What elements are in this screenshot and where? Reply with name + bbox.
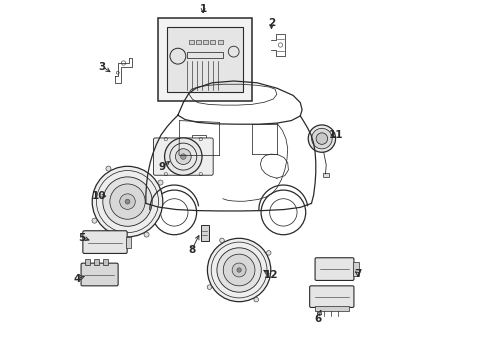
Circle shape	[144, 232, 149, 237]
Bar	[196, 40, 201, 45]
Circle shape	[232, 263, 245, 277]
FancyBboxPatch shape	[314, 258, 353, 280]
Text: 6: 6	[314, 314, 321, 324]
Circle shape	[175, 149, 191, 165]
Text: 4: 4	[73, 274, 81, 284]
Bar	[200, 225, 208, 241]
Bar	[103, 259, 108, 265]
Text: 10: 10	[91, 191, 106, 201]
Bar	[186, 51, 223, 58]
Bar	[352, 262, 358, 276]
Circle shape	[223, 254, 254, 286]
Circle shape	[253, 297, 258, 302]
Circle shape	[180, 154, 186, 159]
Circle shape	[110, 184, 145, 219]
Circle shape	[207, 238, 270, 302]
Circle shape	[236, 268, 241, 272]
Text: 11: 11	[328, 130, 343, 140]
Circle shape	[207, 285, 211, 289]
Bar	[203, 40, 208, 45]
Bar	[314, 306, 348, 311]
Bar	[192, 135, 205, 140]
Circle shape	[316, 133, 327, 144]
FancyBboxPatch shape	[81, 263, 118, 286]
Text: 7: 7	[353, 269, 361, 279]
Circle shape	[217, 248, 261, 292]
Circle shape	[125, 199, 130, 204]
Circle shape	[92, 218, 97, 223]
Text: 8: 8	[187, 245, 195, 255]
FancyBboxPatch shape	[82, 231, 127, 253]
Text: 1: 1	[199, 4, 206, 14]
Circle shape	[120, 194, 135, 210]
Circle shape	[106, 166, 111, 171]
Circle shape	[92, 166, 163, 237]
Bar	[94, 259, 99, 265]
Circle shape	[307, 125, 335, 152]
Text: 3: 3	[99, 62, 106, 72]
Bar	[125, 237, 131, 248]
Bar	[210, 40, 215, 45]
FancyBboxPatch shape	[153, 138, 213, 175]
Circle shape	[164, 138, 202, 175]
Bar	[322, 173, 328, 177]
Bar	[188, 40, 193, 45]
Bar	[85, 259, 90, 265]
Circle shape	[311, 129, 331, 149]
Bar	[217, 40, 222, 45]
FancyBboxPatch shape	[309, 286, 353, 307]
Circle shape	[219, 238, 224, 243]
Bar	[167, 27, 242, 92]
Circle shape	[158, 180, 163, 185]
Text: 5: 5	[78, 233, 85, 243]
Text: 12: 12	[264, 270, 278, 280]
Circle shape	[266, 251, 270, 255]
Text: 2: 2	[267, 18, 275, 28]
Text: 9: 9	[158, 162, 165, 172]
Bar	[158, 18, 251, 101]
Circle shape	[102, 177, 152, 226]
